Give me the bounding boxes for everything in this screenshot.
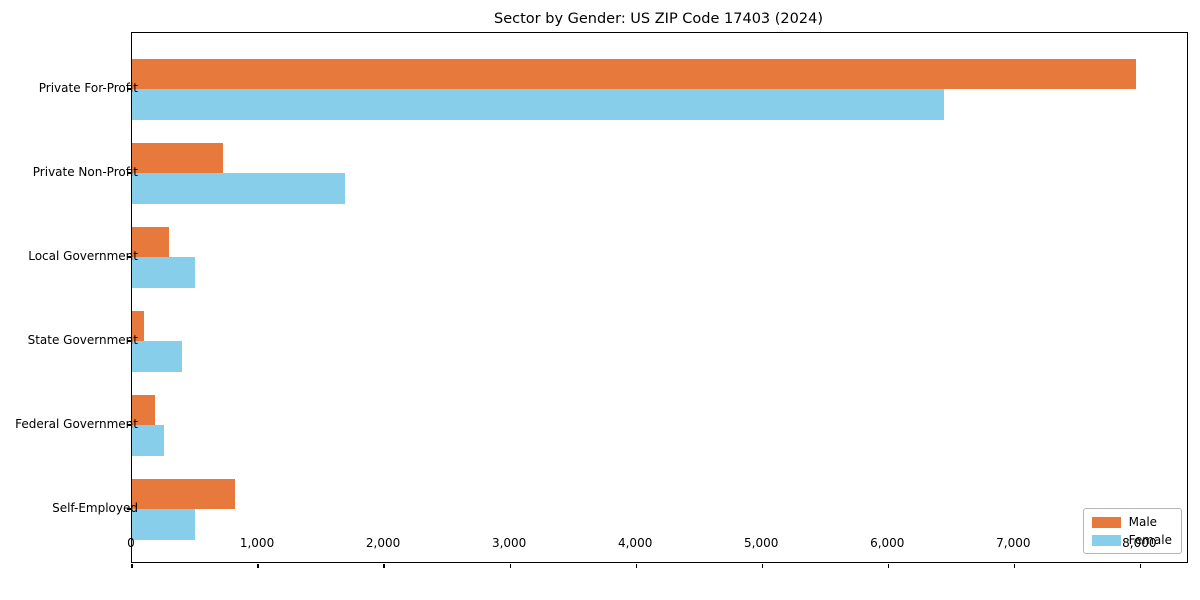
bar-female-local-government: [132, 257, 196, 288]
legend-label-male: Male: [1128, 515, 1158, 529]
bar-female-federal-government: [132, 425, 164, 456]
y-tick-local-government: [126, 256, 131, 258]
x-tick-label-1000: 1,000: [239, 536, 275, 550]
x-tick-label-8000: 8,000: [1122, 536, 1157, 550]
y-tick-private-for-profit: [126, 88, 131, 90]
bar-male-private-for-profit: [132, 58, 1136, 89]
bar-female-private-for-profit: [132, 89, 945, 120]
y-tick-self-employed: [126, 508, 131, 510]
legend-swatch-male-icon: [1091, 516, 1121, 528]
legend: Male Female: [1082, 508, 1182, 554]
bar-male-private-non-profit: [132, 142, 223, 173]
legend-item-male: Male: [1091, 515, 1172, 529]
x-tick-3000: [509, 563, 511, 568]
x-tick-5000: [761, 563, 763, 568]
x-tick-label-7000: 7,000: [996, 536, 1031, 550]
y-tick-federal-government: [126, 424, 131, 426]
chart-title: Sector by Gender: US ZIP Code 17403 (202…: [494, 11, 823, 27]
bar-female-private-non-profit: [132, 173, 346, 204]
x-tick-label-6000: 6,000: [870, 536, 905, 550]
y-tick-label-private-non-profit: Private Non-Profit: [32, 165, 138, 179]
x-tick-label-3000: 3,000: [491, 536, 527, 550]
legend-swatch-female-icon: [1091, 534, 1121, 546]
x-tick-6000: [887, 563, 889, 568]
y-tick-label-private-for-profit: Private For-Profit: [38, 81, 138, 95]
x-tick-0: [131, 563, 133, 568]
y-tick-state-government: [126, 340, 131, 342]
x-tick-label-2000: 2,000: [365, 536, 401, 550]
bar-male-state-government: [132, 310, 144, 341]
x-tick-label-0: 0: [127, 536, 135, 550]
x-tick-8000: [1139, 563, 1141, 568]
bar-male-local-government: [132, 226, 170, 257]
y-tick-label-self-employed: Self-Employed: [52, 501, 138, 515]
x-tick-label-5000: 5,000: [744, 536, 779, 550]
x-tick-4000: [635, 563, 637, 568]
legend-item-female: Female: [1091, 533, 1172, 547]
bar-male-self-employed: [132, 478, 235, 509]
x-tick-7000: [1013, 563, 1015, 568]
y-tick-label-state-government: State Government: [27, 333, 138, 347]
plot-area: Male Female: [126, 32, 1188, 568]
y-tick-label-federal-government: Federal Government: [15, 417, 138, 431]
legend-label-female: Female: [1128, 533, 1172, 547]
bar-male-federal-government: [132, 394, 156, 425]
x-tick-1000: [257, 563, 259, 568]
y-tick-label-local-government: Local Government: [28, 249, 138, 263]
x-tick-label-4000: 4,000: [617, 536, 653, 550]
bar-female-state-government: [132, 341, 183, 372]
x-tick-2000: [383, 563, 385, 568]
bar-female-self-employed: [132, 509, 196, 540]
y-tick-private-non-profit: [126, 172, 131, 174]
